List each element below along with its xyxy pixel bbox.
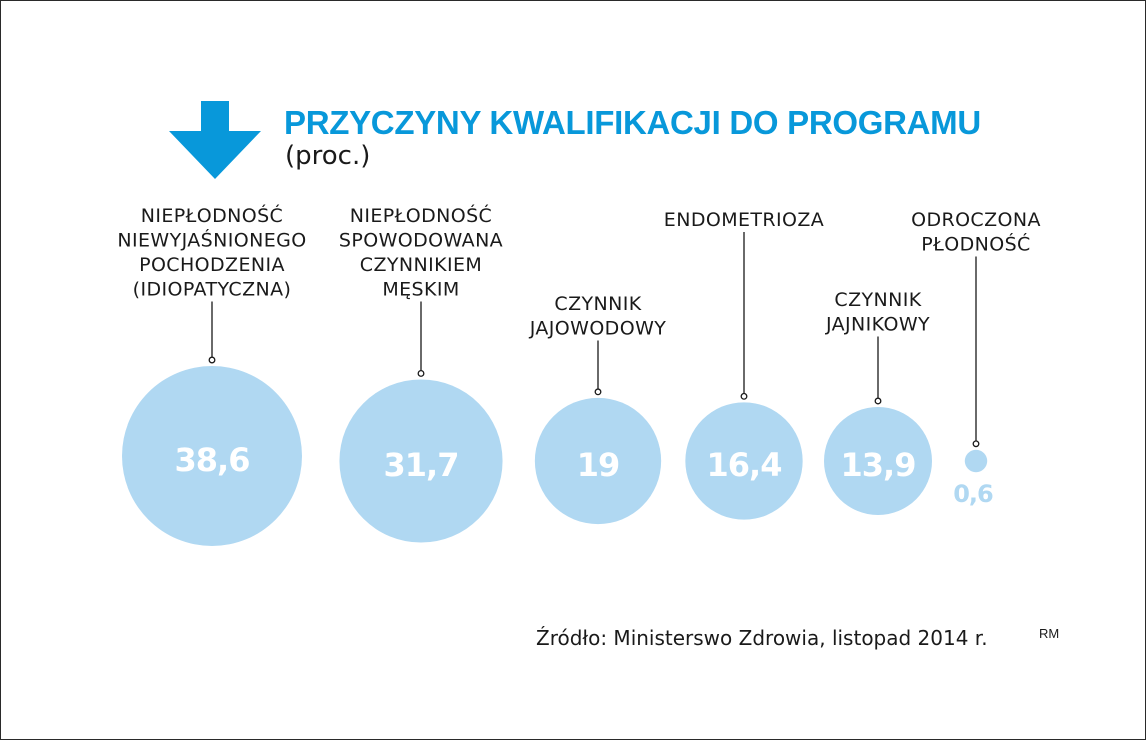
category-label: NIEPŁODNOŚĆ: [141, 203, 283, 227]
category-label: NIEPŁODNOŚĆ: [350, 203, 492, 227]
source-note: Źródło: Ministerswo Zdrowia, listopad 20…: [536, 626, 988, 650]
category-label: (IDIOPATYCZNA): [133, 279, 292, 301]
author-credit: RM: [1039, 626, 1060, 641]
connector-dot: [874, 397, 882, 405]
category-label: CZYNNIK: [834, 289, 921, 311]
connector-dot: [417, 369, 425, 377]
category-label: ODROCZONA: [911, 209, 1041, 231]
connector-dot: [208, 356, 216, 364]
category-label: POCHODZENIA: [139, 254, 285, 276]
bubble: [823, 406, 933, 516]
value-label: 31,7: [384, 446, 459, 484]
bubble: [964, 449, 988, 473]
category-label: JAJOWODOWY: [529, 318, 667, 340]
category-label: MĘSKIM: [382, 279, 459, 301]
value-label: 16,4: [707, 446, 782, 484]
bubble: [534, 397, 662, 525]
bubbles-layer: NIEPŁODNOŚĆNIEWYJAŚNIONEGOPOCHODZENIA(ID…: [117, 203, 1041, 546]
category-label: CZYNNIK: [554, 293, 641, 315]
category-label: ENDOMETRIOZA: [664, 209, 824, 231]
connector-dot: [594, 388, 602, 396]
value-label: 13,9: [841, 446, 916, 484]
value-label: 19: [577, 446, 620, 484]
connector-dot: [972, 440, 980, 448]
arrow-down-icon: [169, 101, 261, 179]
bubble: [122, 366, 302, 546]
bubble: [685, 402, 803, 520]
chart-subtitle: (proc.): [285, 141, 371, 171]
bubble: [339, 379, 503, 543]
category-label: SPOWODOWANA: [339, 230, 503, 252]
connector-dot: [740, 392, 748, 400]
category-label: PŁODNOŚĆ: [921, 232, 1030, 256]
value-label: 38,6: [175, 441, 250, 479]
category-label: JAJNIKOWY: [825, 314, 930, 336]
category-label: CZYNNIKIEM: [360, 254, 482, 276]
category-label: NIEWYJAŚNIONEGO: [117, 228, 306, 252]
chart-title: PRZYCZYNY KWALIFIKACJI DO PROGRAMU: [284, 104, 981, 141]
value-label: 0,6: [953, 480, 993, 508]
